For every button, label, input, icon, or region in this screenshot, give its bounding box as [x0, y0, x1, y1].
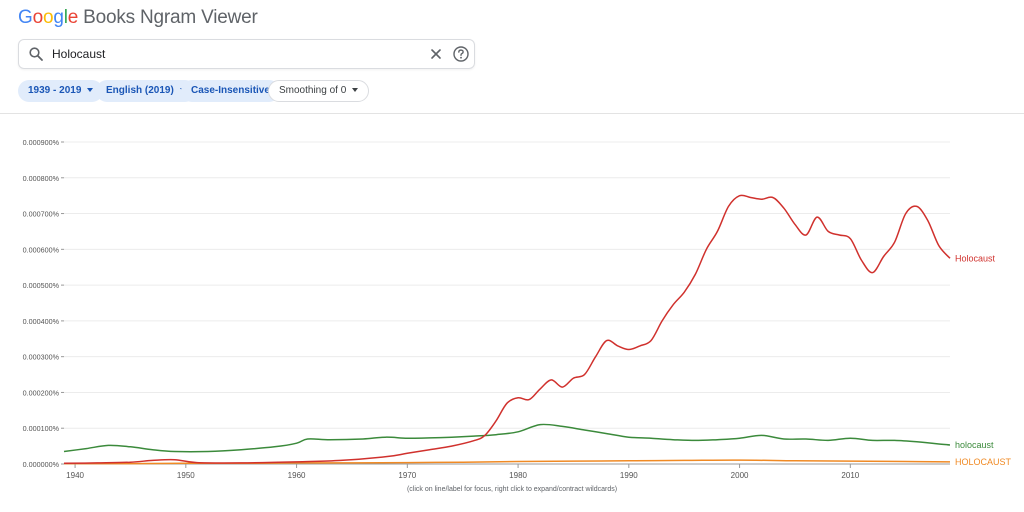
x-tick-label: 1940 — [66, 471, 84, 480]
logo-letter: e — [67, 7, 79, 28]
logo-letter: l — [63, 7, 68, 28]
y-tick-label: 0.000400% — [23, 317, 60, 326]
chevron-down-icon — [87, 88, 94, 93]
y-tick-label: 0.000100% — [23, 424, 60, 433]
chip-label: 1939 - 2019 — [28, 85, 82, 96]
search-input[interactable]: Holocaust — [52, 47, 106, 61]
search-box[interactable]: Holocaust — [18, 39, 475, 69]
logo-letter: g — [53, 7, 64, 28]
y-tick-label: 0.000500% — [23, 281, 60, 290]
logo-letter: o — [32, 7, 44, 28]
year-range-dropdown[interactable]: 1939 - 2019 — [18, 80, 104, 102]
close-icon[interactable] — [428, 46, 444, 62]
smoothing-dropdown[interactable]: Smoothing of 0 — [268, 80, 370, 102]
chip-label: Smoothing of 0 — [279, 85, 347, 96]
y-tick-label: 0.000200% — [23, 388, 60, 397]
series-line-holocaust[interactable] — [63, 194, 951, 465]
y-tick-label: 0.000900% — [23, 138, 60, 147]
y-tick-label: 0.000000% — [23, 460, 60, 469]
logo-product-name: Books Ngram Viewer — [83, 7, 258, 28]
x-tick-label: 1970 — [398, 471, 416, 480]
series-line-holocaust[interactable] — [63, 423, 951, 453]
chevron-down-icon — [352, 88, 359, 93]
chip-label: Case-Insensitive — [191, 85, 270, 96]
series-label[interactable]: Holocaust — [955, 253, 996, 263]
app-header: Google Books Ngram Viewer Holocaust 1939 … — [0, 0, 1024, 114]
y-tick-label: 0.000800% — [23, 174, 60, 183]
x-tick-label: 1990 — [620, 471, 638, 480]
logo-letter: G — [18, 7, 33, 28]
y-tick-label: 0.000600% — [23, 245, 60, 254]
case-insensitive-toggle[interactable]: Case-Insensitive — [181, 80, 280, 102]
chart-hint: (click on line/label for focus, right cl… — [406, 486, 618, 493]
y-tick-label: 0.000700% — [23, 210, 60, 219]
x-tick-label: 1980 — [509, 471, 527, 480]
ngram-chart: 0.000000% 0.000100% 0.000200% 0.000300% 0.00… — [23, 138, 1012, 480]
search-icon — [29, 47, 43, 61]
logo-letter: o — [42, 7, 54, 28]
y-tick-label: 0.000300% — [23, 353, 60, 362]
series-label[interactable]: HOLOCAUST — [955, 457, 1012, 467]
x-tick-label: 2010 — [841, 471, 859, 480]
google-books-ngram-logo[interactable]: Google Books Ngram Viewer — [18, 7, 258, 29]
chip-label: English (2019) — [106, 85, 174, 96]
x-tick-label: 2000 — [731, 471, 749, 480]
x-tick-label: 1960 — [288, 471, 306, 480]
series-label[interactable]: holocaust — [955, 440, 994, 450]
help-icon[interactable] — [452, 45, 470, 63]
x-tick-label: 1950 — [177, 471, 195, 480]
